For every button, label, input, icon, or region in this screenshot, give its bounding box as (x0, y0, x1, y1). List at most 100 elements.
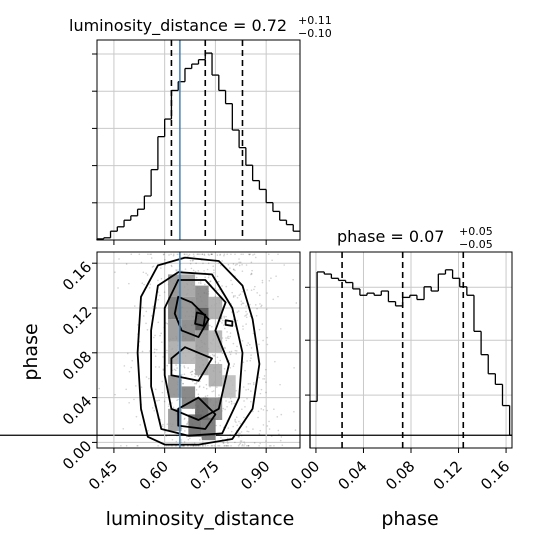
joint-scatter-point (133, 305, 136, 307)
joint-scatter-point (189, 259, 192, 262)
joint-scatter-point (266, 425, 269, 427)
joint-scatter-point (268, 279, 271, 282)
joint-scatter-point (197, 393, 200, 396)
joint-scatter-point (135, 385, 137, 387)
joint-density-cell-15 (168, 375, 182, 398)
joint-scatter-point (203, 253, 206, 256)
joint-scatter-point (230, 400, 233, 402)
joint-scatter-point (225, 337, 227, 339)
joint-scatter-point (216, 275, 219, 278)
joint-contour-0 (136, 256, 261, 446)
joint-scatter-point (275, 275, 277, 277)
joint-xtick-label-0: 0.45 (85, 457, 121, 493)
joint-scatter-point (163, 253, 165, 256)
joint-scatter-point (158, 399, 160, 402)
joint-scatter-point (229, 353, 232, 356)
joint-scatter-point (203, 254, 206, 256)
joint-scatter-point (191, 370, 194, 373)
joint-scatter-point (162, 253, 165, 256)
joint-scatter-point (231, 283, 234, 286)
joint-scatter-point (189, 437, 191, 440)
joint-scatter-point (248, 253, 250, 256)
joint-scatter-point (161, 380, 164, 383)
joint-scatter-point (241, 443, 244, 446)
joint-scatter-point (240, 431, 243, 433)
joint-scatter-point (238, 264, 241, 267)
joint-scatter-point (170, 253, 172, 256)
joint-density-cell-2 (195, 285, 209, 308)
joint-scatter-point (141, 282, 144, 284)
joint-scatter-point (270, 444, 272, 447)
joint-scatter-point (230, 401, 233, 403)
joint-scatter-point (243, 400, 245, 402)
joint-scatter-point (239, 442, 242, 445)
joint-scatter-point (218, 394, 220, 396)
joint-scatter-point (219, 264, 222, 267)
joint-scatter-point (177, 269, 179, 271)
joint-scatter-point (197, 269, 200, 272)
joint-scatter-point (234, 264, 237, 266)
phase-xtick-label-1: 0.04 (335, 457, 371, 493)
joint-scatter-point (193, 255, 195, 258)
joint-scatter-point (277, 253, 279, 256)
joint-scatter-point (242, 361, 245, 364)
joint-scatter-point (145, 310, 148, 313)
joint-scatter-point (203, 270, 205, 272)
joint-scatter-point (223, 444, 225, 447)
joint-scatter-point (176, 367, 178, 369)
joint-scatter-point (259, 442, 261, 445)
joint-scatter-point (156, 399, 158, 402)
phase-xlabel: phase (381, 508, 438, 530)
joint-scatter-point (223, 316, 226, 319)
joint-contour-6 (194, 311, 207, 327)
joint-scatter-point (266, 409, 269, 412)
joint-scatter-point (157, 291, 160, 293)
joint-scatter-point (135, 415, 138, 418)
joint-scatter-point (247, 444, 250, 447)
joint-scatter-point (151, 407, 154, 409)
joint-scatter-point (223, 253, 226, 256)
joint-scatter-point (227, 335, 229, 338)
joint-scatter-point (170, 264, 173, 267)
joint-scatter-point (245, 426, 248, 428)
joint-scatter-point (168, 254, 170, 256)
joint-scatter-point (232, 342, 235, 345)
joint-scatter-point (241, 263, 243, 266)
joint-scatter-point (229, 397, 232, 400)
joint-scatter-point (207, 253, 210, 256)
joint-scatter-point (250, 354, 252, 356)
joint-scatter-point (256, 307, 258, 310)
joint-contour-7 (224, 319, 234, 327)
joint-scatter-point (260, 305, 262, 308)
joint-scatter-point (246, 397, 248, 400)
joint-scatter-point (213, 355, 215, 357)
joint-scatter-point (192, 259, 194, 261)
joint-scatter-point (295, 302, 298, 304)
joint-contour-3 (177, 396, 217, 430)
joint-scatter-point (226, 405, 228, 408)
joint-scatter-point (248, 253, 251, 256)
joint-scatter-point (223, 254, 225, 257)
joint-scatter-point (250, 289, 253, 292)
joint-scatter-point (176, 434, 178, 437)
joint-scatter-point (202, 262, 204, 265)
joint-scatter-point (254, 304, 257, 306)
joint-scatter-point (259, 303, 261, 305)
joint-scatter-point (250, 273, 252, 276)
joint-scatter-point (166, 349, 168, 352)
joint-scatter-point (152, 265, 155, 268)
joint-scatter-point (181, 373, 183, 376)
joint-scatter-point (241, 339, 244, 342)
joint-scatter-point (258, 294, 261, 297)
joint-scatter-point (210, 253, 213, 256)
joint-scatter-point (186, 422, 189, 425)
joint-scatter-point (232, 296, 235, 298)
joint-scatter-point (225, 285, 228, 288)
joint-scatter-point (265, 308, 268, 310)
joint-scatter-point (243, 443, 246, 445)
joint-scatter-point (232, 425, 235, 428)
joint-scatter-point (253, 288, 255, 291)
joint-scatter-point (212, 265, 214, 268)
joint-scatter-point (247, 444, 250, 447)
joint-scatter-point (226, 337, 229, 339)
